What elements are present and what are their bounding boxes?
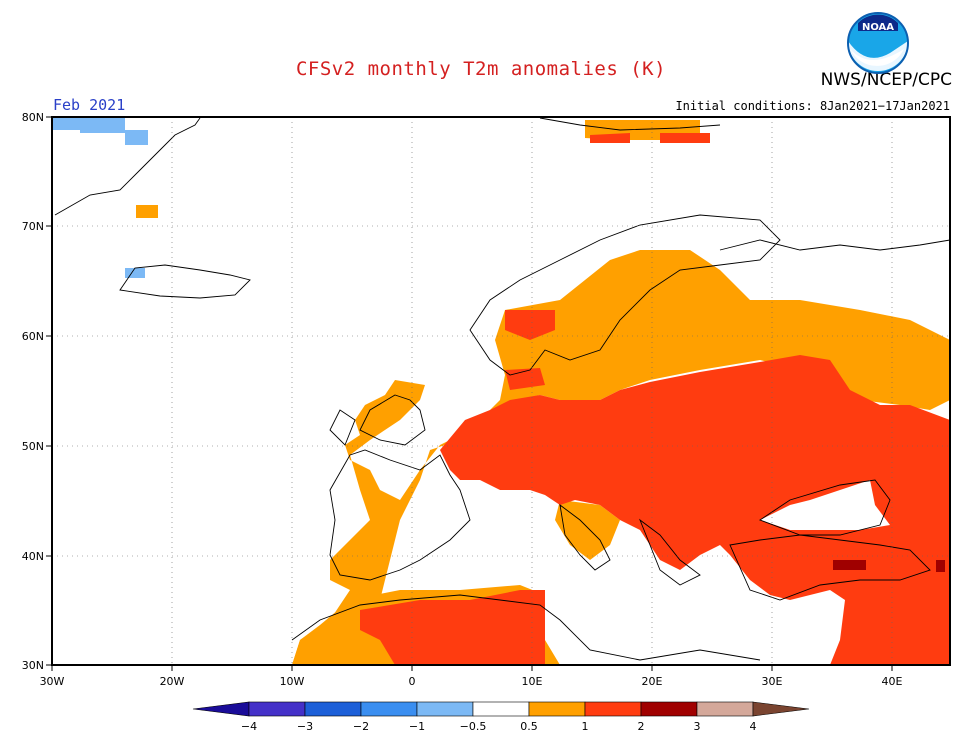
y-tick-label: 80N — [22, 111, 44, 124]
forecast-month: Feb 2021 — [53, 96, 126, 114]
y-tick-label: 40N — [22, 550, 44, 563]
y-tick-label: 30N — [22, 659, 44, 672]
colorbar-segment — [640, 701, 698, 717]
x-tick-label: 40E — [882, 675, 903, 688]
black-sea-neutral — [760, 480, 890, 530]
colorbar-segment — [192, 701, 250, 717]
map-frame — [51, 116, 951, 666]
x-tick-label: 30W — [40, 675, 65, 688]
anomaly-region-1-2-africa — [360, 590, 545, 665]
colorbar-segment — [248, 701, 306, 717]
anomaly-region-1-2-scandinavia — [505, 310, 555, 340]
colorbar-label: −3 — [297, 720, 313, 733]
colorbar-label: 2 — [638, 720, 645, 733]
colorbar-segment — [528, 701, 586, 717]
y-tick-label: 60N — [22, 330, 44, 343]
colorbar-segment — [360, 701, 418, 717]
x-tick-label: 0 — [409, 675, 416, 688]
x-tick-label: 10W — [280, 675, 305, 688]
y-tick-label: 70N — [22, 220, 44, 233]
x-tick-label: 30E — [762, 675, 783, 688]
anomaly-region-0p5-1-italy — [555, 500, 620, 560]
x-tick-label: 20W — [160, 675, 185, 688]
colorbar-label: −2 — [353, 720, 369, 733]
anomaly-region-1-2 — [440, 355, 950, 665]
noaa-logo-text: NOAA — [862, 22, 894, 33]
y-tick-label: 50N — [22, 440, 44, 453]
anomaly-region-2-3 — [833, 560, 945, 572]
colorbar-segment — [416, 701, 474, 717]
noaa-logo: NOAA — [847, 12, 909, 74]
y-axis: 30N 40N 50N 60N 70N 80N — [22, 111, 52, 672]
colorbar-segment — [696, 701, 754, 717]
anomaly-region-0p5-1 — [52, 250, 950, 665]
colorbar-label: −0.5 — [460, 720, 487, 733]
initial-conditions: Initial conditions: 8Jan2021−17Jan2021 — [675, 99, 950, 113]
colorbar-segment — [304, 701, 362, 717]
colorbar-label: 4 — [750, 720, 757, 733]
colorbar-segment — [752, 701, 810, 717]
agency-label: NWS/NCEP/CPC — [820, 70, 952, 90]
colorbar-label: 0.5 — [520, 720, 538, 733]
anomaly-field — [52, 118, 950, 665]
x-tick-label: 10E — [522, 675, 543, 688]
mediterranean-neutral — [545, 555, 780, 650]
colorbar-label: −1 — [409, 720, 425, 733]
anomaly-region-1-2-arctic — [590, 133, 710, 143]
x-axis: 30W 20W 10W 0 10E 20E 30E 40E — [40, 665, 903, 688]
anomaly-region-0p5-1-iceland — [136, 205, 158, 218]
coastlines — [54, 117, 951, 661]
x-tick-label: 20E — [642, 675, 663, 688]
colorbar-segment — [584, 701, 642, 717]
colorbar-label: −4 — [241, 720, 257, 733]
anomaly-region-neg0p5-1 — [52, 118, 148, 278]
colorbar-label: 1 — [582, 720, 589, 733]
map-title: CFSv2 monthly T2m anomalies (K) — [295, 58, 667, 80]
colorbar-segment — [472, 701, 530, 717]
colorbar-label: 3 — [694, 720, 701, 733]
colorbar: −4 −3 −2 −1 −0.5 0.5 1 2 3 4 — [192, 701, 810, 733]
